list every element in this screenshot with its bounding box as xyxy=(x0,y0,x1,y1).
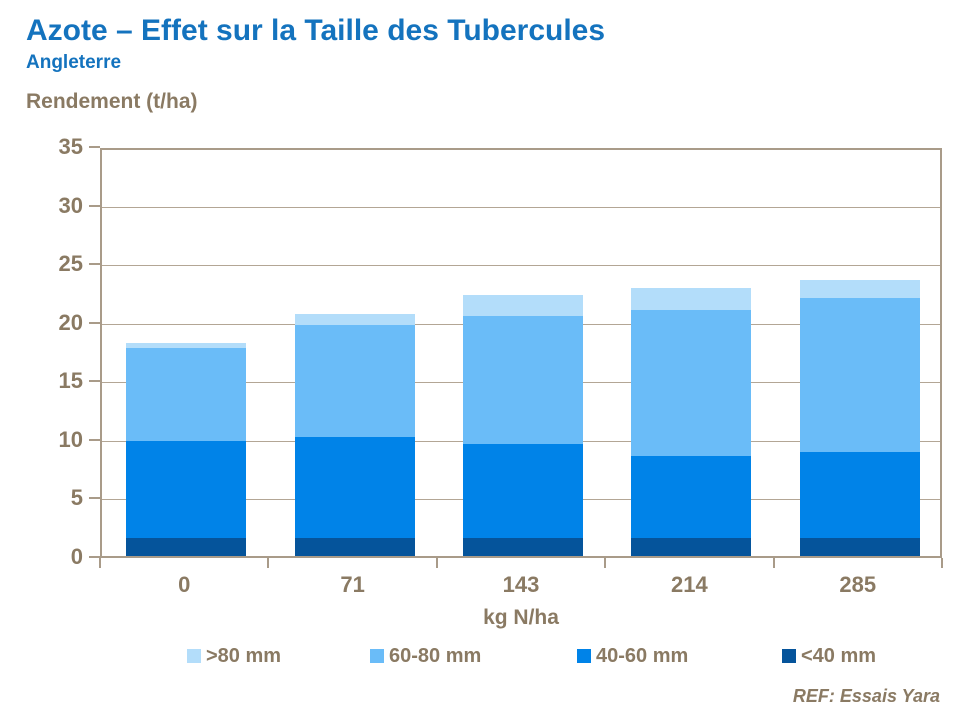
y-axis-tick-5 xyxy=(89,497,100,500)
legend-swatch-40-mm xyxy=(782,649,796,663)
y-axis-tick-label-5: 5 xyxy=(70,485,83,511)
x-axis-tick-5 xyxy=(941,558,943,568)
y-axis-tick-label-25: 25 xyxy=(58,251,83,277)
plot-area xyxy=(100,148,942,558)
y-axis-title: Rendement (t/ha) xyxy=(26,90,198,113)
bar-71-segment-40-mm xyxy=(294,538,415,556)
chart-legend: >80 mm 60-80 mm 40-60 mm <40 mm xyxy=(0,644,960,672)
y-axis-tick-15 xyxy=(89,380,100,383)
x-axis-tick-0 xyxy=(99,558,101,568)
bar-285-segment-80-mm xyxy=(799,279,920,299)
bar-71-segment-80-mm xyxy=(294,313,415,326)
y-axis-tick-label-20: 20 xyxy=(58,309,83,335)
y-axis-tick-label-30: 30 xyxy=(58,192,83,218)
bar-0-segment-60-80-mm xyxy=(126,347,247,442)
bar-143-segment-40-60-mm xyxy=(463,443,583,539)
page-title: Azote – Effet sur la Taille des Tubercul… xyxy=(26,14,606,47)
y-axis-tick-label-0: 0 xyxy=(70,544,83,569)
x-axis-tick-4 xyxy=(772,558,775,568)
legend-swatch-40-60-mm xyxy=(577,649,591,663)
bar-214-segment-40-60-mm xyxy=(631,456,752,539)
reference-text: REF: Essais Yara xyxy=(792,686,940,706)
bar-71-segment-60-80-mm xyxy=(294,325,415,437)
gridline-30 xyxy=(102,206,940,208)
bar-143-segment-60-80-mm xyxy=(463,315,583,444)
bar-285-segment-40-60-mm xyxy=(799,451,920,539)
bar-285-segment-40-mm xyxy=(799,538,920,556)
gridline-25 xyxy=(102,265,940,267)
x-axis-tick-3 xyxy=(604,558,607,568)
legend-label-60-80-mm: 60-80 mm xyxy=(389,645,482,667)
x-axis-title: kg N/ha xyxy=(483,606,559,629)
y-axis-tick-30 xyxy=(89,204,100,207)
y-axis-tick-label-10: 10 xyxy=(58,426,83,452)
legend-label-80-mm: >80 mm xyxy=(206,645,282,667)
bar-285-segment-60-80-mm xyxy=(799,298,920,452)
legend-label-40-60-mm: 40-60 mm xyxy=(596,645,689,667)
legend-label-40-mm: <40 mm xyxy=(801,645,877,667)
y-axis-tick-25 xyxy=(89,263,100,266)
y-axis-tick-35 xyxy=(89,146,100,148)
bar-214-segment-60-80-mm xyxy=(631,310,752,457)
bar-143-segment-80-mm xyxy=(463,294,583,316)
bar-143-segment-40-mm xyxy=(463,538,583,556)
x-axis-tick-label-71: 71 xyxy=(340,572,365,597)
bar-0-segment-40-mm xyxy=(126,538,247,556)
bar-0-segment-40-60-mm xyxy=(126,441,247,539)
legend-swatch-60-80-mm xyxy=(370,649,384,663)
legend-item-60-80-mm: 60-80 mm xyxy=(370,644,481,668)
x-axis-tick-label-214: 214 xyxy=(671,572,708,597)
bar-71-segment-40-60-mm xyxy=(294,436,415,539)
y-axis-tick-10 xyxy=(89,438,100,441)
legend-item-40-mm: <40 mm xyxy=(782,644,876,668)
x-axis-tick-2 xyxy=(435,558,438,568)
y-axis-tick-0 xyxy=(89,556,100,558)
y-axis-tick-label-15: 15 xyxy=(58,368,83,394)
legend-item-80-mm: >80 mm xyxy=(187,644,281,668)
legend-swatch-80-mm xyxy=(187,649,201,663)
legend-item-40-60-mm: 40-60 mm xyxy=(577,644,688,668)
bar-214-segment-80-mm xyxy=(631,287,752,310)
y-axis-tick-20 xyxy=(89,321,100,324)
x-axis-tick-label-285: 285 xyxy=(839,572,877,597)
x-axis-tick-1 xyxy=(267,558,270,568)
bar-0-segment-80-mm xyxy=(126,342,247,348)
x-axis-tick-label-143: 143 xyxy=(502,572,540,597)
y-axis-tick-label-35: 35 xyxy=(58,134,83,159)
x-axis-tick-label-0: 0 xyxy=(178,572,191,597)
bar-214-segment-40-mm xyxy=(631,538,752,556)
page-subtitle: Angleterre xyxy=(26,52,122,73)
